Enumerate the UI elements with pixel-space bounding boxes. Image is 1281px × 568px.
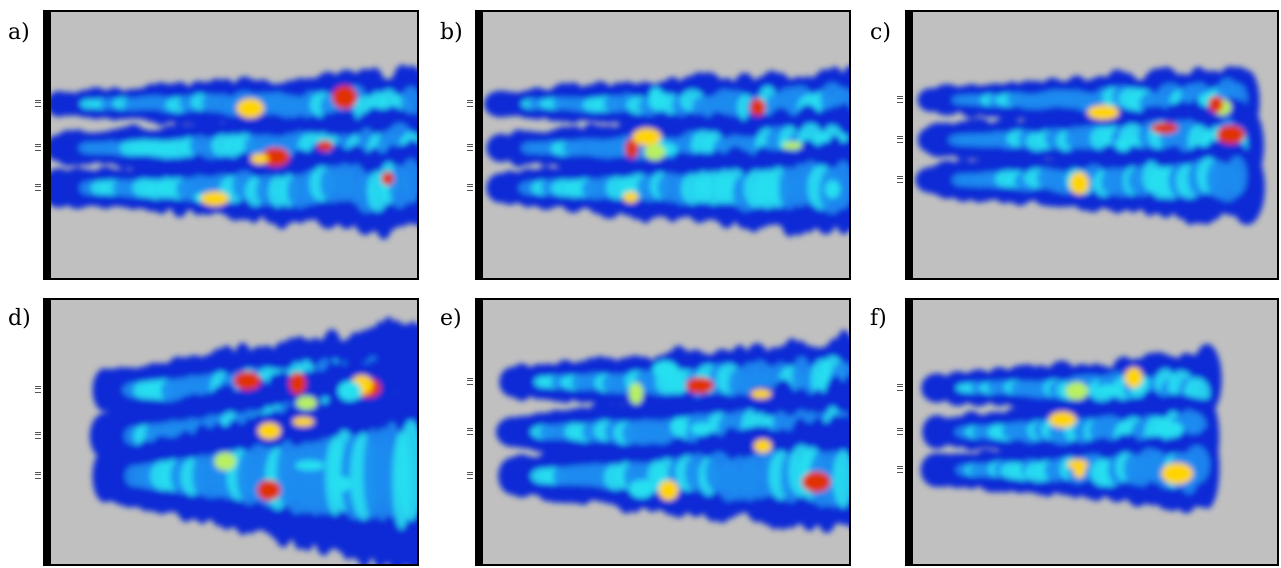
hot-spot (670, 417, 688, 436)
hot-spot (214, 452, 237, 471)
nozzle-tick (897, 176, 903, 183)
hot-spot (644, 144, 666, 161)
hot-spot (337, 381, 362, 402)
nozzle-tick (897, 96, 903, 103)
hot-spot (250, 153, 269, 165)
nozzle-tick (35, 144, 41, 151)
nozzle-tick (467, 378, 473, 385)
hot-spot (1157, 421, 1184, 438)
frame-edge (907, 300, 913, 564)
hot-spot (628, 479, 654, 499)
nozzle-tick (897, 428, 903, 435)
jet-plume-heatmap (496, 329, 849, 534)
nozzle-tick (467, 144, 473, 151)
panel-label-b: b) (440, 20, 463, 45)
hot-spot (825, 180, 841, 199)
hot-spot (317, 140, 333, 152)
hot-spot (1151, 122, 1178, 134)
hot-spot (200, 191, 229, 207)
hot-spot (1048, 411, 1077, 428)
panel-label-f: f) (870, 306, 887, 331)
panel-label-d: d) (8, 306, 31, 331)
hot-spot (336, 476, 351, 492)
nozzle-tick (35, 184, 41, 191)
hot-spot (257, 479, 281, 501)
hot-spot (1208, 95, 1224, 113)
hot-spot (632, 128, 662, 146)
nozzle-tick (35, 386, 41, 393)
hot-spot (257, 422, 281, 440)
frame-edge (45, 300, 51, 564)
hot-spot (782, 141, 803, 150)
hot-spot (236, 98, 264, 119)
hot-spot (1124, 367, 1143, 388)
frame-edge (477, 12, 483, 278)
jet-plume-heatmap (920, 343, 1222, 514)
hot-spot (749, 98, 766, 117)
hot-spot (1087, 105, 1120, 120)
nozzle-tick (897, 384, 903, 391)
hot-spot (753, 439, 772, 453)
hot-spot (288, 372, 307, 395)
panel-image-a (43, 10, 419, 280)
panel-label-a: a) (8, 20, 30, 45)
nozzle-tick (897, 466, 903, 473)
nozzle-tick (35, 432, 41, 439)
nozzle-tick (467, 428, 473, 435)
hot-spot (1073, 459, 1086, 479)
hot-spot (261, 147, 290, 167)
frame-edge (907, 12, 913, 278)
nozzle-tick (467, 100, 473, 107)
plume-core (1227, 156, 1247, 196)
hot-spot (691, 422, 712, 436)
nozzle-tick (35, 472, 41, 479)
jet-plume-heatmap (45, 64, 417, 240)
hot-spot (750, 389, 772, 399)
hot-spot (625, 138, 639, 159)
frame-edge (45, 12, 51, 278)
hot-spot (296, 396, 317, 410)
hot-spot (292, 416, 315, 427)
plume-core (400, 158, 417, 204)
jet-plume-heatmap (483, 66, 849, 237)
hot-spot (623, 191, 639, 203)
hot-spot (648, 87, 664, 111)
panel-image-b (475, 10, 851, 280)
panel-label-c: c) (870, 20, 891, 45)
jet-plume-heatmap (89, 316, 417, 564)
nozzle-tick (897, 136, 903, 143)
hot-spot (295, 460, 325, 471)
nozzle-tick (467, 184, 473, 191)
panel-label-e: e) (440, 306, 462, 331)
nozzle-tick (35, 100, 41, 107)
hot-spot (629, 382, 644, 405)
hot-spot (1096, 384, 1124, 397)
nozzle-tick (467, 472, 473, 479)
hot-spot (381, 171, 394, 186)
panel-image-f (905, 298, 1279, 566)
jet-plume-heatmap (915, 66, 1265, 226)
hot-spot (1115, 137, 1132, 152)
plume-core (832, 449, 849, 508)
hot-spot (332, 85, 357, 110)
panel-image-d (43, 298, 419, 566)
hot-spot (1161, 462, 1194, 485)
panel-image-c (905, 10, 1279, 280)
hot-spot (233, 371, 261, 391)
hot-spot (1216, 125, 1245, 145)
hot-spot (652, 360, 678, 379)
hot-spot (1069, 172, 1090, 195)
hot-spot (1065, 382, 1089, 401)
hot-spot (801, 471, 831, 493)
plume-core (398, 419, 417, 522)
hot-spot (658, 480, 679, 501)
panel-image-e (475, 298, 851, 566)
hot-spot (685, 377, 714, 394)
frame-edge (477, 300, 483, 564)
